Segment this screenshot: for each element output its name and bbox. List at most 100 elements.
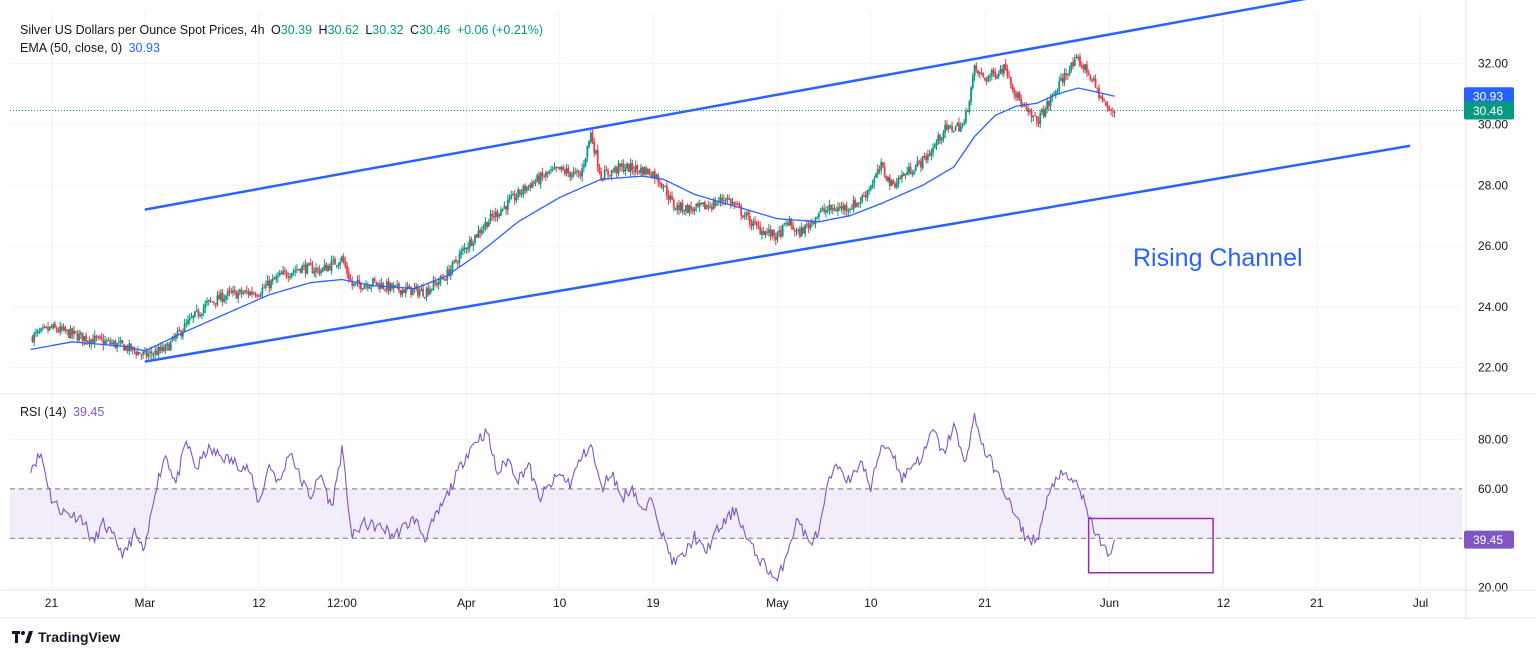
- candle-body: [164, 345, 167, 351]
- candle: [1077, 54, 1080, 62]
- candle-body: [258, 295, 260, 297]
- candle-body: [487, 221, 490, 227]
- candle: [152, 352, 155, 360]
- candle: [838, 202, 841, 212]
- candle-body: [992, 70, 995, 73]
- candle: [263, 283, 265, 289]
- candle: [1047, 100, 1050, 112]
- rsi-line[interactable]: [30, 413, 1116, 583]
- candle-body: [742, 215, 744, 218]
- candle-body: [595, 150, 597, 154]
- candle: [550, 166, 552, 174]
- candle: [472, 240, 475, 252]
- channel-lower-line[interactable]: [144, 144, 1411, 363]
- tradingview-logo[interactable]: TradingView: [12, 629, 120, 645]
- candle-body: [532, 182, 535, 184]
- candle: [1027, 104, 1030, 116]
- candle: [157, 343, 160, 359]
- candle-body: [204, 303, 207, 308]
- candle-body: [804, 224, 807, 234]
- candle: [818, 211, 820, 222]
- candle-body: [835, 210, 838, 212]
- candle-body: [600, 171, 603, 180]
- candle: [366, 281, 369, 292]
- candle-body: [484, 221, 487, 228]
- candle: [161, 342, 164, 354]
- candle-body: [47, 327, 49, 331]
- candle: [404, 282, 407, 298]
- candle-body: [213, 301, 215, 303]
- candle-body: [221, 293, 224, 302]
- ema-legend: EMA (50, close, 0) 30.93: [20, 40, 163, 57]
- candle-body: [878, 169, 881, 171]
- candle-body: [634, 165, 637, 173]
- candle-body: [793, 230, 796, 232]
- candle: [468, 235, 471, 253]
- candle: [824, 205, 827, 218]
- time-axis-tick-label: 10: [864, 596, 878, 610]
- candle-body: [240, 289, 243, 294]
- candle-body: [921, 155, 924, 169]
- symbol-title: Silver US Dollars per Ounce Spot Prices,…: [20, 23, 265, 37]
- candle: [232, 285, 234, 297]
- candle-body: [218, 294, 221, 300]
- candle: [603, 165, 606, 181]
- rsi-highlight-box[interactable]: [1087, 517, 1214, 574]
- time-axis-tick-label: 10: [553, 596, 567, 610]
- candle-body: [461, 248, 464, 252]
- ema-line[interactable]: [30, 87, 1115, 352]
- candle: [693, 207, 696, 215]
- candle: [640, 163, 642, 177]
- candle-body: [1087, 72, 1090, 75]
- candle-body: [752, 220, 755, 227]
- candle: [245, 285, 248, 295]
- rsi-value-tag-bg: [1464, 530, 1514, 549]
- candle-body: [646, 169, 649, 174]
- candle: [648, 168, 651, 176]
- candle: [688, 204, 691, 217]
- candle-body: [207, 299, 210, 302]
- candle-body: [707, 205, 710, 207]
- candle: [1046, 97, 1049, 114]
- candle-body: [200, 313, 203, 316]
- candle-body: [503, 205, 506, 209]
- candle: [304, 259, 307, 278]
- candle-body: [895, 182, 898, 188]
- candle: [206, 297, 208, 306]
- candle-body: [890, 180, 893, 186]
- candle-body: [892, 180, 895, 184]
- candle-body: [1105, 101, 1107, 106]
- candle: [365, 280, 367, 290]
- candle: [1087, 69, 1090, 76]
- candle-body: [591, 132, 594, 143]
- candle-body: [85, 335, 87, 342]
- candle: [780, 225, 782, 240]
- candle-body: [1039, 113, 1042, 124]
- candle: [570, 171, 573, 181]
- candle: [237, 289, 240, 303]
- candle: [849, 207, 851, 214]
- candle: [607, 168, 609, 180]
- candle-body: [137, 351, 139, 356]
- candle: [481, 225, 483, 236]
- candle-body: [385, 281, 388, 290]
- close-value: 30.46: [419, 23, 451, 37]
- candle-body: [296, 269, 298, 271]
- candle: [892, 178, 895, 185]
- candle-body: [1072, 62, 1074, 67]
- candle: [1030, 107, 1033, 123]
- candle: [140, 353, 143, 360]
- candle-body: [762, 231, 765, 236]
- channel-upper-line[interactable]: [144, 0, 1317, 211]
- candle-body: [102, 339, 105, 346]
- candle-body: [733, 202, 736, 205]
- candle-body: [335, 265, 338, 267]
- high-value: 30.62: [327, 23, 359, 37]
- candle-body: [854, 200, 857, 208]
- candle: [876, 164, 879, 179]
- rsi-axis-tick-label: 80.00: [1478, 433, 1508, 447]
- candle-body: [477, 230, 480, 238]
- candle: [888, 173, 891, 191]
- candle-body: [489, 213, 492, 222]
